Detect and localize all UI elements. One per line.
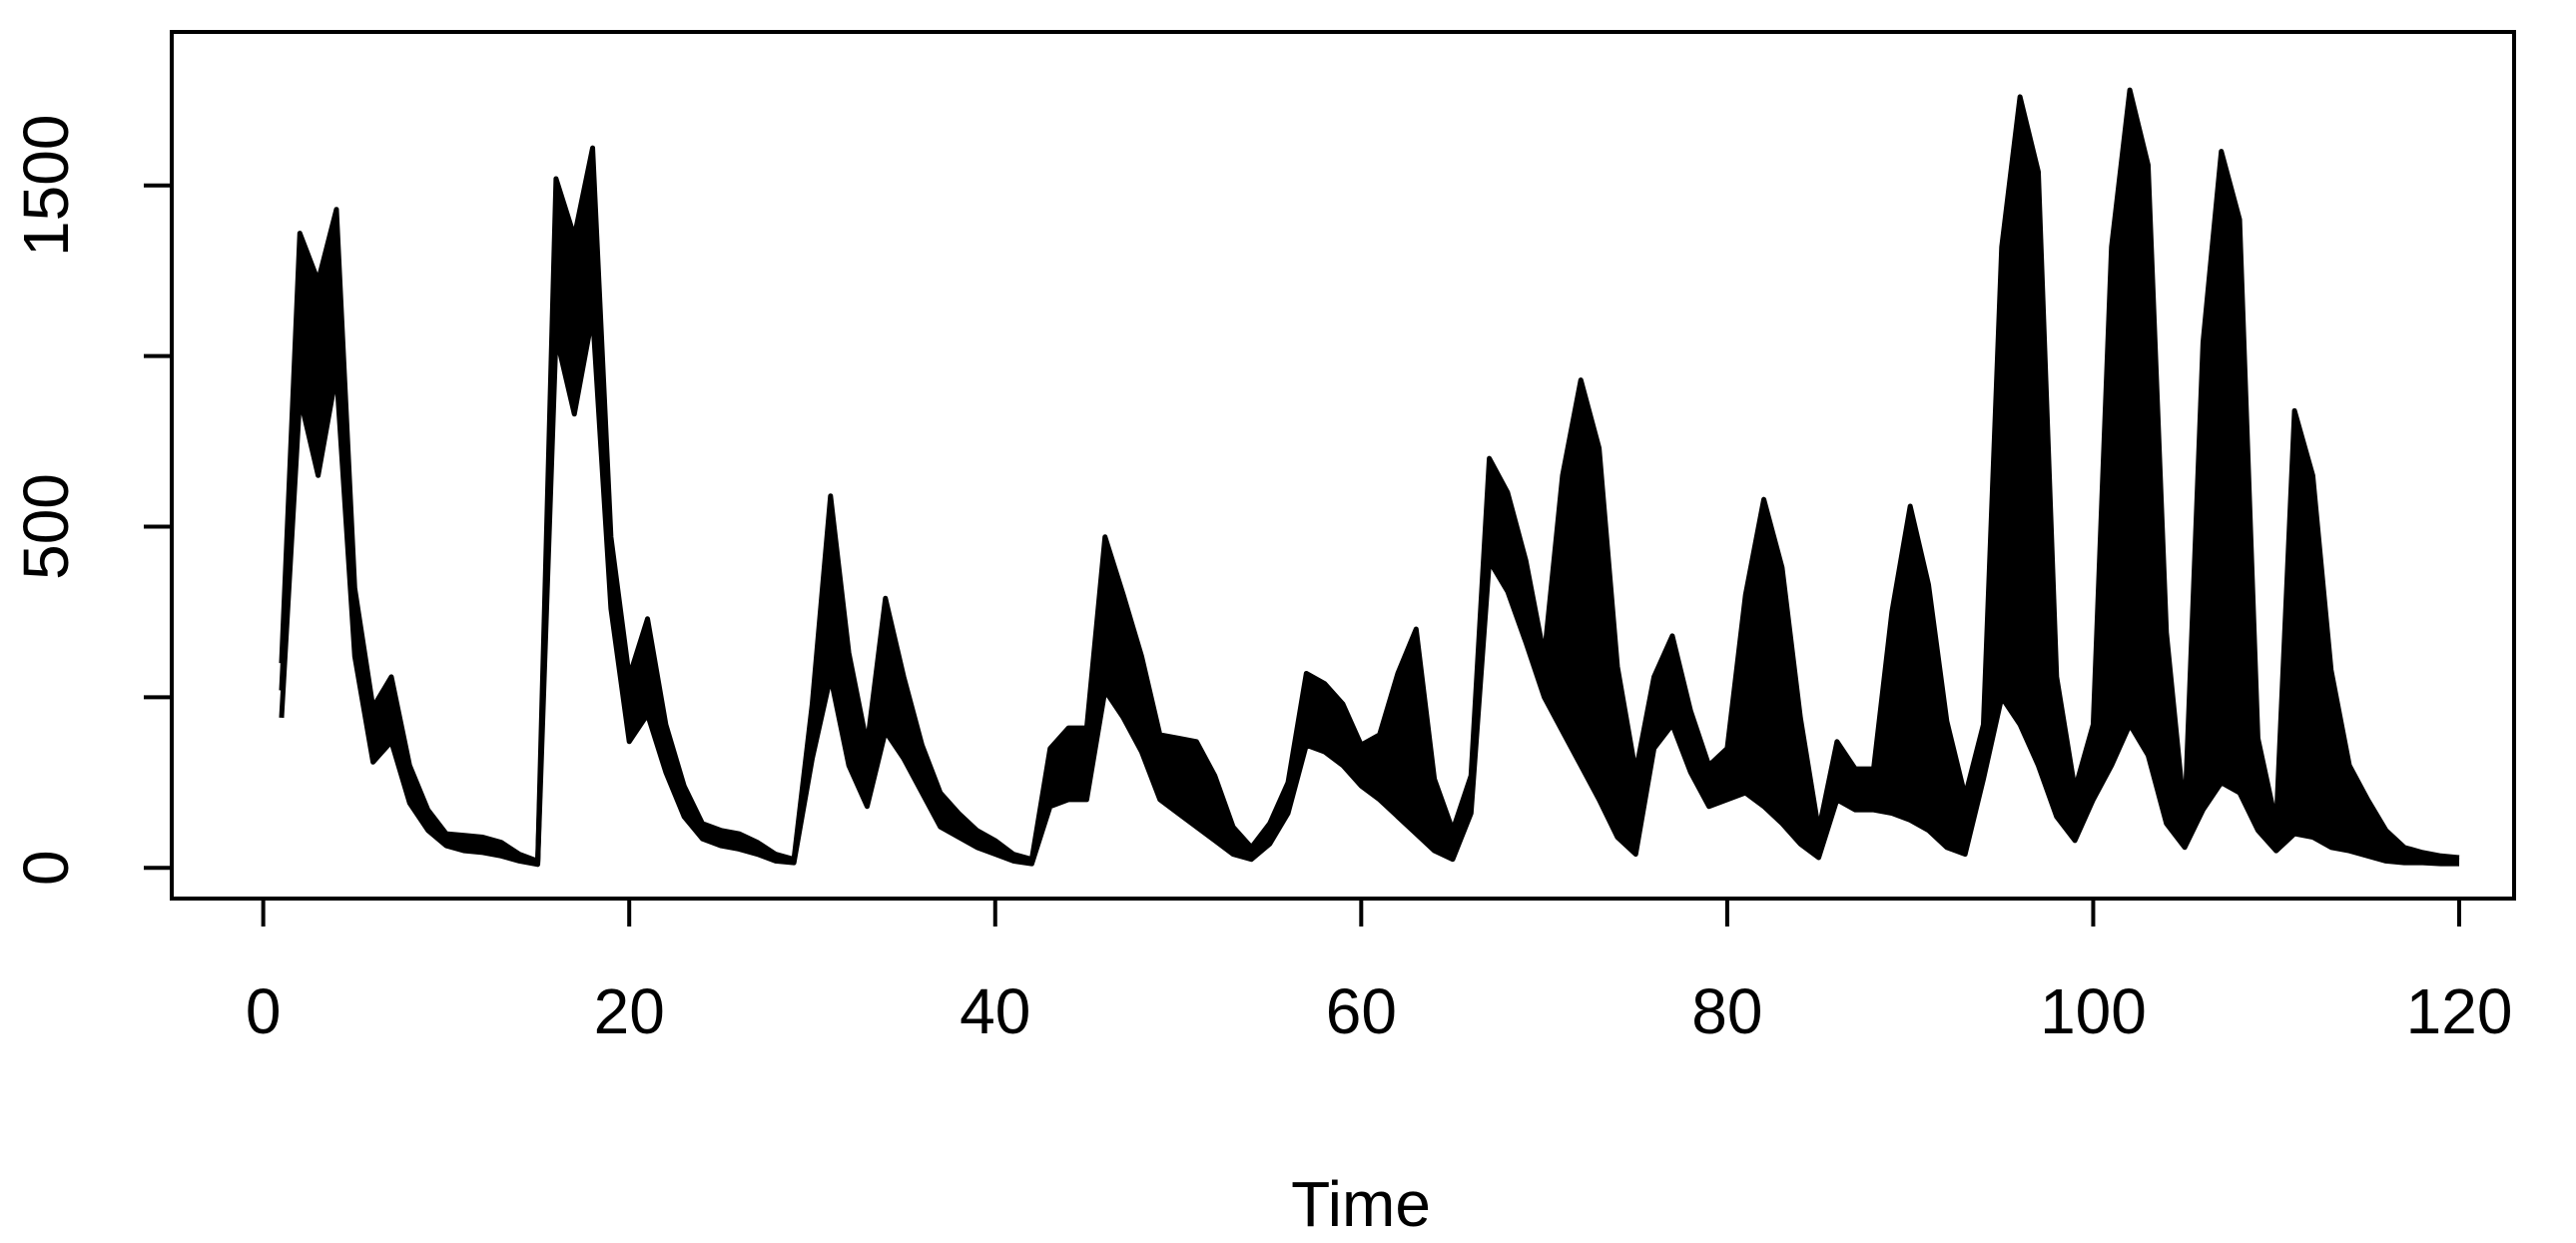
x-tick-label: 100 (2040, 975, 2147, 1047)
x-tick-label: 80 (1691, 975, 1762, 1047)
y-tick-label: 500 (10, 473, 82, 580)
x-tick-label: 0 (246, 975, 282, 1047)
x-tick-label: 40 (960, 975, 1030, 1047)
x-axis-title: Time (1291, 1168, 1431, 1240)
y-axis: 0 500 1500 (10, 115, 174, 886)
series-line-3 (279, 312, 2460, 868)
series-layer (279, 87, 2460, 868)
x-tick-label: 120 (2406, 975, 2513, 1047)
series-line-1 (279, 87, 2460, 864)
series-envelope (281, 90, 2460, 865)
y-tick-label: 0 (10, 850, 82, 886)
x-axis: 0 20 40 60 80 100 120 (246, 897, 2513, 1047)
series-line-2 (279, 237, 2460, 866)
x-tick-label: 20 (594, 975, 665, 1047)
x-tick-label: 60 (1326, 975, 1397, 1047)
y-tick-label: 1500 (10, 115, 82, 257)
